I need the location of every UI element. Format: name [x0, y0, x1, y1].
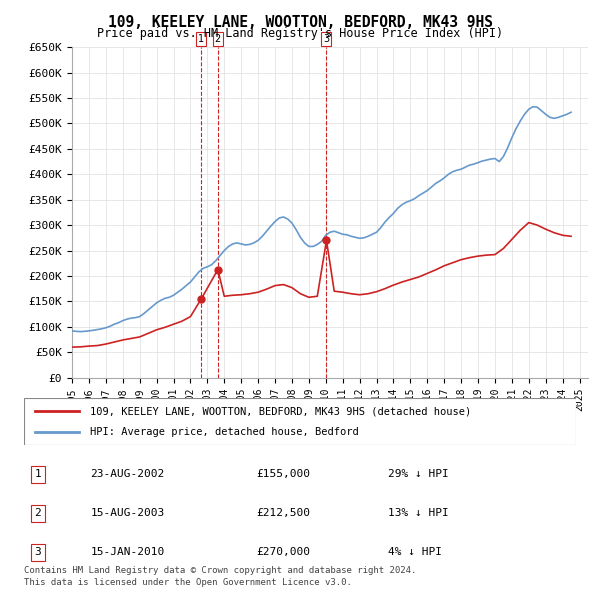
Text: 2: 2: [215, 34, 221, 44]
Text: 3: 3: [34, 548, 41, 557]
Text: HPI: Average price, detached house, Bedford: HPI: Average price, detached house, Bedf…: [90, 427, 359, 437]
Text: 2: 2: [34, 509, 41, 518]
Text: 4% ↓ HPI: 4% ↓ HPI: [388, 548, 442, 557]
FancyBboxPatch shape: [24, 398, 576, 445]
Text: 109, KEELEY LANE, WOOTTON, BEDFORD, MK43 9HS: 109, KEELEY LANE, WOOTTON, BEDFORD, MK43…: [107, 15, 493, 30]
Text: £270,000: £270,000: [256, 548, 310, 557]
Text: £212,500: £212,500: [256, 509, 310, 518]
Text: 15-AUG-2003: 15-AUG-2003: [90, 509, 164, 518]
Text: 1: 1: [34, 470, 41, 479]
Text: 13% ↓ HPI: 13% ↓ HPI: [388, 509, 449, 518]
Text: 3: 3: [323, 34, 329, 44]
Text: 1: 1: [198, 34, 205, 44]
Text: Contains HM Land Registry data © Crown copyright and database right 2024.: Contains HM Land Registry data © Crown c…: [24, 566, 416, 575]
Text: 109, KEELEY LANE, WOOTTON, BEDFORD, MK43 9HS (detached house): 109, KEELEY LANE, WOOTTON, BEDFORD, MK43…: [90, 407, 472, 417]
Text: Price paid vs. HM Land Registry's House Price Index (HPI): Price paid vs. HM Land Registry's House …: [97, 27, 503, 40]
Text: 23-AUG-2002: 23-AUG-2002: [90, 470, 164, 479]
Text: This data is licensed under the Open Government Licence v3.0.: This data is licensed under the Open Gov…: [24, 578, 352, 587]
Text: 15-JAN-2010: 15-JAN-2010: [90, 548, 164, 557]
Text: £155,000: £155,000: [256, 470, 310, 479]
Text: 29% ↓ HPI: 29% ↓ HPI: [388, 470, 449, 479]
